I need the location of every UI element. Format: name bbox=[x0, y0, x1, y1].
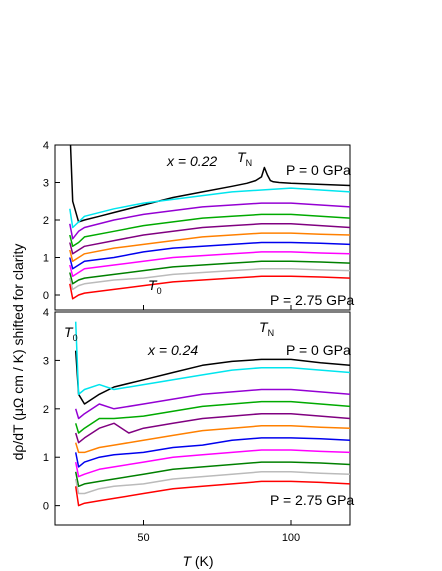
series-line-10 bbox=[69, 268, 350, 291]
y-tick-label: 2 bbox=[43, 215, 49, 227]
y-tick-label: 3 bbox=[43, 178, 49, 190]
series-line-9 bbox=[69, 260, 350, 285]
series-line-1 bbox=[74, 350, 350, 405]
series-line-9 bbox=[74, 461, 350, 488]
series-line-10 bbox=[74, 471, 350, 495]
pressure-top-label-x022: P = 0 GPa bbox=[286, 162, 351, 178]
composition-label-x024: x = 0.24 bbox=[147, 342, 198, 358]
series-line-11 bbox=[74, 480, 350, 507]
pressure-bottom-label-x022: P = 2.75 GPa bbox=[270, 292, 354, 308]
y-tick-label: 1 bbox=[43, 253, 49, 265]
neel-label-x024: TN bbox=[259, 319, 274, 338]
series-line-6 bbox=[74, 425, 350, 454]
y-axis-label: dρ/dT (μΩ cm / K) shifted for clarity bbox=[10, 244, 26, 461]
panel-x024-annotations: x = 0.24 P = 0 GPa P = 2.75 GPa TN T0 bbox=[64, 319, 354, 508]
y-tick-label: 1 bbox=[43, 452, 49, 464]
series-line-11 bbox=[69, 275, 350, 300]
series-line-4 bbox=[74, 400, 350, 434]
neel-label-x022: TN bbox=[237, 149, 252, 168]
y-tick-label: 2 bbox=[43, 404, 49, 416]
panel-x022: 0 1 2 3 4 bbox=[43, 140, 351, 311]
series-line-6 bbox=[69, 232, 350, 263]
pressure-bottom-label-x024: P = 2.75 GPa bbox=[270, 492, 354, 508]
x-tick-label: 100 bbox=[282, 532, 300, 544]
series-line-2 bbox=[74, 321, 350, 396]
y-tick-label: 0 bbox=[43, 501, 49, 513]
series-line-8 bbox=[69, 251, 350, 278]
series-line-3 bbox=[74, 388, 350, 420]
composition-label-x022: x = 0.22 bbox=[166, 153, 217, 169]
series-line-7 bbox=[74, 437, 350, 468]
x-tick-label: 50 bbox=[137, 532, 149, 544]
series-line-1 bbox=[69, 145, 350, 223]
structural-label-x024: T0 bbox=[64, 324, 78, 343]
series-group bbox=[74, 321, 350, 507]
panel-x024: 0 1 2 3 4 50 100 bbox=[43, 307, 351, 544]
structural-label-x022: T0 bbox=[148, 277, 162, 296]
pressure-top-label-x024: P = 0 GPa bbox=[286, 342, 351, 358]
series-group bbox=[69, 145, 350, 300]
series-line-2 bbox=[69, 187, 350, 229]
y-tick-label: 4 bbox=[43, 140, 49, 152]
series-line-3 bbox=[69, 202, 350, 240]
x-axis-label: T (K) bbox=[182, 553, 213, 569]
series-line-5 bbox=[69, 223, 350, 255]
series-line-4 bbox=[69, 213, 350, 248]
series-line-7 bbox=[69, 241, 350, 270]
panel-x022-annotations: x = 0.22 P = 0 GPa P = 2.75 GPa TN T0 bbox=[148, 149, 354, 308]
series-line-5 bbox=[74, 412, 350, 444]
series-line-8 bbox=[74, 449, 350, 478]
y-tick-label: 3 bbox=[43, 355, 49, 367]
y-tick-label: 4 bbox=[43, 307, 49, 319]
y-tick-label: 0 bbox=[43, 290, 49, 302]
